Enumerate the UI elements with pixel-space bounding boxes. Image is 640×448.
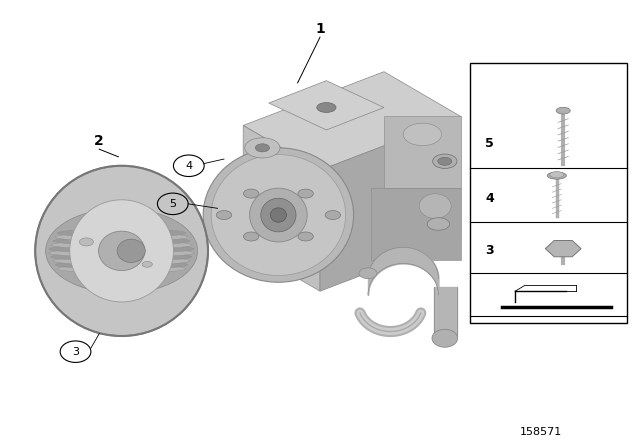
Ellipse shape [79,238,93,246]
Text: 1: 1 [315,22,325,36]
Ellipse shape [403,123,442,146]
Polygon shape [371,188,461,260]
Ellipse shape [51,253,192,261]
Ellipse shape [433,154,457,168]
Ellipse shape [359,268,377,279]
Ellipse shape [438,157,452,165]
Text: 5: 5 [170,199,176,209]
Ellipse shape [55,261,188,269]
Text: 4: 4 [185,161,193,171]
Ellipse shape [250,188,307,242]
Ellipse shape [49,249,195,257]
Ellipse shape [45,208,198,293]
Ellipse shape [325,211,340,220]
Ellipse shape [55,233,188,241]
Ellipse shape [419,194,451,218]
Ellipse shape [298,189,314,198]
Ellipse shape [432,329,458,347]
Polygon shape [243,72,461,170]
Ellipse shape [243,189,259,198]
Ellipse shape [53,257,190,265]
Ellipse shape [51,241,192,249]
Ellipse shape [216,211,232,220]
Polygon shape [545,241,581,257]
Text: 158571: 158571 [520,427,562,437]
Ellipse shape [428,218,450,230]
Ellipse shape [117,239,145,263]
Polygon shape [269,81,384,130]
Text: 3: 3 [72,347,79,357]
Ellipse shape [243,232,259,241]
Ellipse shape [142,261,152,267]
Ellipse shape [204,148,353,282]
Text: 2: 2 [94,134,104,148]
Ellipse shape [58,264,186,273]
Text: 3: 3 [485,244,494,258]
Text: 4: 4 [485,191,494,205]
Polygon shape [384,116,461,188]
Ellipse shape [298,232,314,241]
Ellipse shape [270,208,287,222]
Bar [470,63,627,323]
Ellipse shape [49,245,195,253]
Ellipse shape [53,237,190,245]
Ellipse shape [244,138,280,158]
Ellipse shape [58,229,186,237]
Ellipse shape [261,198,296,232]
Ellipse shape [99,231,145,271]
Ellipse shape [211,155,346,276]
Polygon shape [320,116,461,291]
Polygon shape [243,125,320,291]
Ellipse shape [556,107,570,114]
Ellipse shape [70,200,173,302]
Ellipse shape [255,144,269,152]
Ellipse shape [35,166,208,336]
Ellipse shape [547,172,566,179]
Text: 5: 5 [485,137,494,150]
Ellipse shape [317,103,336,112]
Ellipse shape [550,172,564,178]
